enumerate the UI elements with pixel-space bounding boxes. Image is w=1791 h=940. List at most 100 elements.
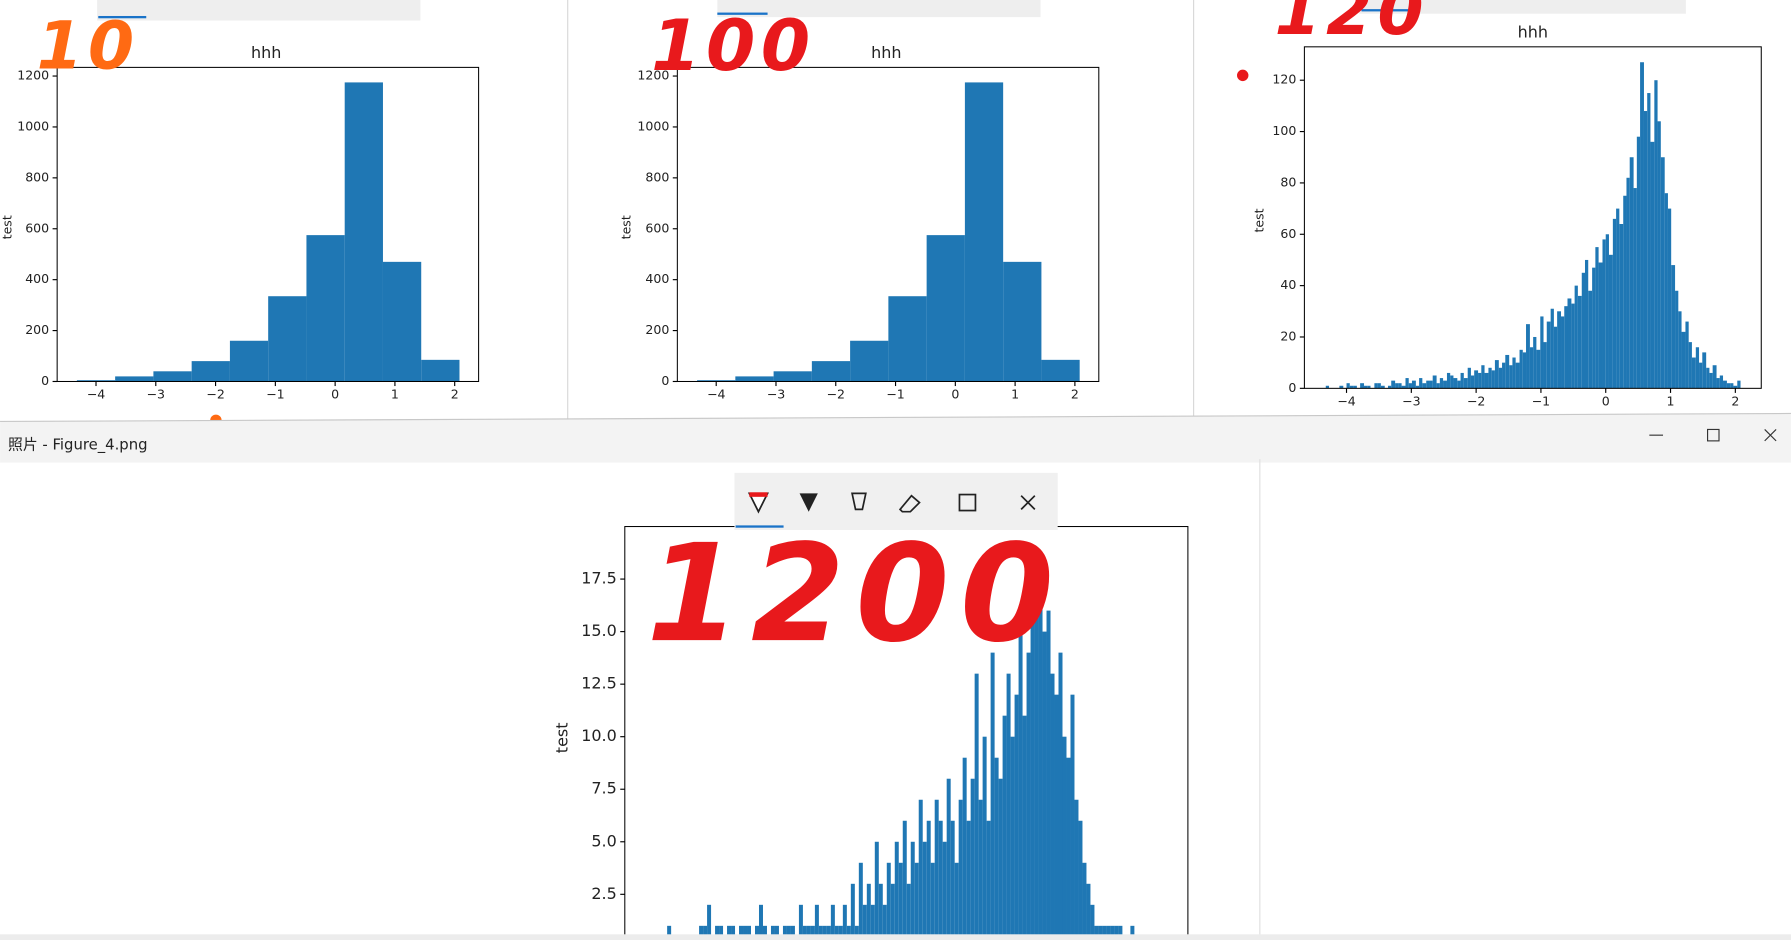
histogram-bar: [1415, 385, 1420, 389]
histogram-bar: [1636, 136, 1641, 389]
x-tick-label: −1: [266, 387, 285, 402]
histogram-bar: [978, 799, 983, 940]
histogram-bar: [882, 904, 887, 940]
histogram-bar: [1026, 652, 1031, 940]
histogram-bar: [1733, 385, 1738, 389]
y-tick-label: 7.5: [591, 779, 616, 798]
histogram-bar: [1654, 80, 1658, 389]
histogram-bar: [1463, 378, 1468, 389]
close-button[interactable]: [1764, 429, 1777, 442]
histogram-bar: [1387, 385, 1392, 389]
histogram-bar: [854, 925, 859, 940]
histogram-bar: [1114, 925, 1119, 940]
histogram-bar: [1688, 342, 1692, 389]
y-tick-label: 40: [1280, 277, 1296, 292]
histogram-bar: [1650, 141, 1655, 389]
histogram-bar: [1339, 385, 1344, 389]
histogram-bar: [1723, 380, 1727, 389]
y-tick-label: 60: [1280, 226, 1296, 241]
histogram-bar: [1719, 375, 1724, 389]
histogram-bar: [930, 862, 935, 940]
histogram-bar: [858, 862, 863, 940]
ink-toolbar: [734, 472, 1058, 530]
histogram-bar: [1346, 383, 1350, 389]
pencil[interactable]: [799, 493, 818, 512]
histogram-bar: [1450, 375, 1454, 389]
eraser[interactable]: [898, 494, 921, 513]
histogram-bar: [1522, 352, 1527, 389]
histogram-bar: [938, 820, 943, 940]
x-tick-label: 0: [1602, 394, 1610, 409]
histogram-bar: [1657, 121, 1661, 389]
highlighter[interactable]: [851, 492, 867, 511]
histogram-bar: [115, 376, 154, 382]
y-tick-label: 17.5: [581, 569, 617, 588]
histogram-bar: [830, 904, 835, 940]
close-ink-button[interactable]: [1020, 495, 1036, 511]
x-tick-label: 2: [1731, 394, 1739, 409]
histogram-bar: [1540, 316, 1544, 389]
y-tick-label: 10.0: [581, 726, 617, 745]
histogram-bar: [1502, 362, 1506, 389]
ink-annotation: 1200: [647, 515, 1065, 672]
histogram-bar: [1602, 239, 1606, 389]
histogram-bar: [1014, 694, 1019, 940]
histogram-bar: [982, 736, 987, 940]
histogram-bar: [1712, 365, 1717, 389]
histogram-bar: [1054, 694, 1059, 940]
histogram-bar: [926, 820, 931, 940]
y-tick-label: 120: [1272, 72, 1296, 87]
histogram-bar: [1066, 757, 1071, 940]
histogram-bar: [942, 841, 947, 940]
histogram-bar: [810, 925, 815, 940]
histogram-bar: [1494, 360, 1499, 389]
histogram-bar: [747, 925, 752, 940]
histogram-bar: [822, 925, 827, 940]
toolbar-selected: [735, 525, 784, 528]
histogram-bar: [727, 925, 732, 940]
x-tick-label: 0: [951, 387, 959, 402]
histogram-bar: [846, 925, 851, 940]
y-tick-label: 15.0: [581, 621, 617, 640]
histogram-bar: [998, 778, 1003, 940]
save-button[interactable]: [958, 493, 977, 512]
histogram-bar: [703, 925, 708, 940]
maximize-button[interactable]: [1707, 428, 1720, 442]
histogram-bar: [1030, 547, 1035, 940]
histogram-bar: [735, 376, 774, 382]
histogram-bar: [1491, 370, 1495, 389]
histogram-bar: [1391, 380, 1396, 389]
histogram-bar: [1546, 321, 1551, 389]
histogram-bar: [990, 652, 995, 940]
histogram-bar: [926, 235, 965, 382]
histogram-bar: [886, 862, 891, 940]
toolbar-selected: [1361, 9, 1412, 12]
histogram-bar: [743, 925, 748, 940]
ink-annotation: 120: [1275, 0, 1429, 50]
histogram-bar: [1364, 385, 1368, 389]
histogram-bar: [1730, 383, 1734, 389]
histogram-bar: [754, 925, 759, 940]
histogram-bar: [970, 778, 975, 940]
histogram-bar: [814, 904, 819, 940]
histogram-bar: [1467, 367, 1471, 389]
histogram-bar: [1671, 265, 1676, 389]
histogram-bar: [874, 841, 879, 940]
histogram-bar: [1374, 383, 1378, 389]
status-strip: [0, 934, 1791, 940]
histogram-bar: [946, 778, 951, 940]
histogram-bar: [1058, 652, 1063, 940]
histogram-bar: [790, 925, 795, 940]
histogram-bar: [1003, 261, 1042, 382]
histogram-bar: [1046, 610, 1051, 940]
histogram-bar: [1702, 352, 1707, 389]
y-tick-label: 400: [645, 271, 669, 286]
histogram-bar: [1082, 862, 1087, 940]
histogram-bar: [842, 904, 847, 940]
toolbar: [717, 0, 1041, 18]
histogram-bar: [1422, 383, 1427, 389]
histogram-bar: [1457, 380, 1461, 389]
histogram-bar: [1118, 925, 1123, 940]
y-tick-label: 5.0: [591, 831, 616, 850]
histogram-bar: [707, 904, 712, 940]
